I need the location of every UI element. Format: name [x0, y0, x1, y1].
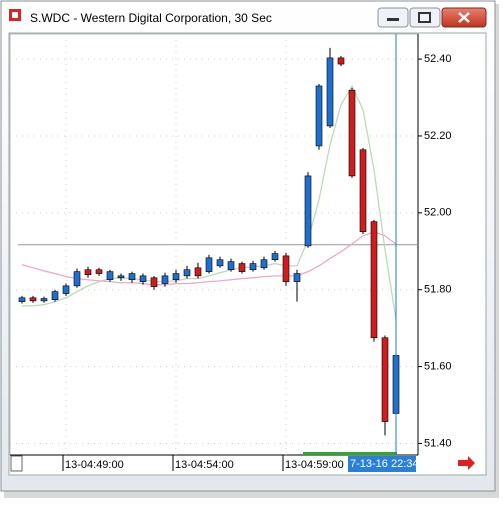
window-title: S.WDC - Western Digital Corporation, 30 …: [30, 11, 272, 25]
y-tick-label: 51.80: [424, 284, 452, 296]
candle-body: [293, 273, 301, 282]
candle-body: [84, 269, 92, 276]
x-tick-label: 13-04:54:00: [175, 459, 234, 471]
candle-body: [326, 57, 334, 127]
candle-body: [29, 297, 37, 302]
candle-body: [161, 275, 169, 284]
cursor-label-bg: [348, 456, 416, 472]
candle-body: [106, 271, 114, 281]
candle-body: [359, 149, 367, 232]
candle-body: [51, 291, 59, 301]
selection-bar: [303, 452, 397, 455]
minimize-button[interactable]: [377, 7, 409, 28]
candle-body: [249, 263, 257, 271]
candle-body: [370, 221, 378, 339]
candle-body: [271, 253, 279, 261]
y-tick-label: 52.20: [424, 130, 452, 142]
plot-layer: 51.40 51.60 51.80 52.00 52.20 52.40 13-04:49:0…: [10, 34, 452, 472]
candle-body: [348, 89, 356, 177]
candle-body: [139, 275, 147, 282]
x-tick-label: 13-04:49:00: [65, 459, 124, 471]
candle-body: [227, 261, 235, 271]
candle-body: [315, 85, 323, 147]
scroll-box[interactable]: [10, 455, 23, 472]
candle-body: [117, 275, 125, 279]
candle-body: [194, 267, 202, 277]
cursor-label: 7-13-16 22:34:00: [350, 458, 434, 470]
candle-body: [282, 255, 290, 282]
y-tick-label: 51.40: [424, 437, 452, 449]
candle-body: [172, 273, 180, 281]
candle-body: [238, 263, 246, 272]
candle-body: [128, 273, 136, 281]
candle-body: [95, 269, 103, 274]
candle-body: [73, 271, 81, 287]
candle-body: [18, 297, 26, 302]
candle-body: [304, 175, 312, 247]
y-tick-label: 52.00: [424, 207, 452, 219]
scroll-arrow[interactable]: [458, 456, 475, 470]
candle-body: [260, 259, 268, 269]
close-icon: [458, 12, 470, 23]
app-icon-inner: [12, 12, 18, 18]
moving-average: [21, 230, 397, 286]
y-tick-label: 52.40: [424, 53, 452, 65]
candle-body: [381, 337, 389, 422]
maximize-icon: [418, 12, 431, 23]
candle-body: [40, 298, 48, 302]
candle-body: [337, 57, 345, 65]
moving-average: [22, 84, 397, 320]
minimize-icon: [387, 18, 399, 21]
candle-body: [183, 269, 191, 277]
candle-body: [150, 277, 158, 287]
candle-body: [216, 259, 224, 267]
maximize-button[interactable]: [409, 7, 441, 28]
x-tick-label: 13-04:59:00: [285, 459, 344, 471]
candle-body: [205, 257, 213, 272]
y-tick-label: 51.60: [424, 360, 452, 372]
candle-body: [62, 285, 70, 294]
